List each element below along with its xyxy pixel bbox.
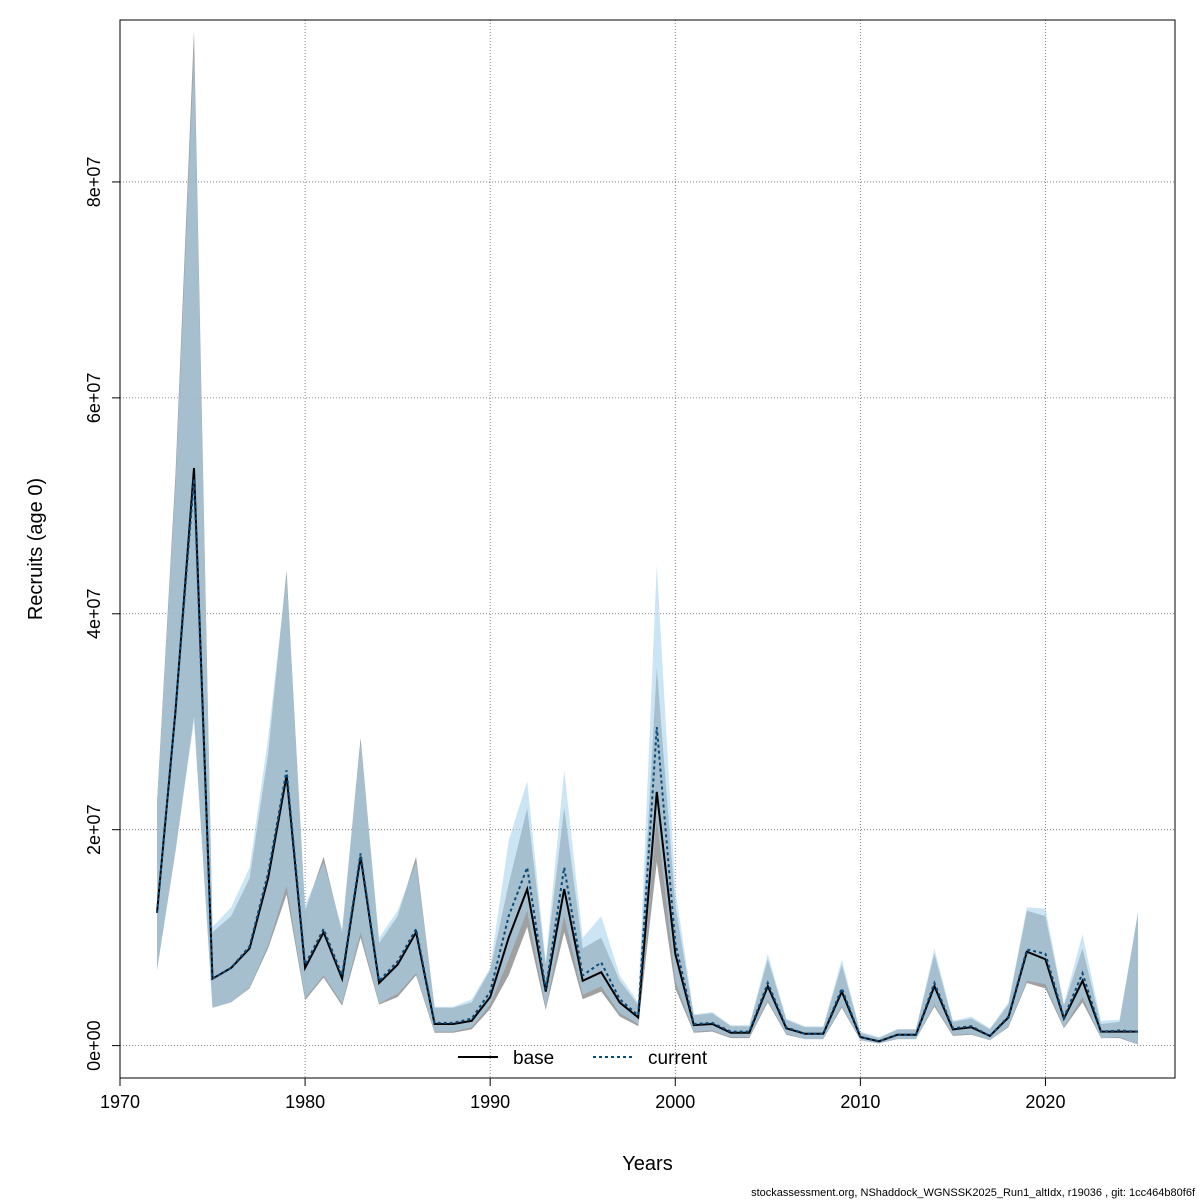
- y-axis-title: Recruits (age 0): [25, 478, 47, 620]
- y-tick-label: 4e+07: [84, 588, 104, 639]
- axes: 1970 1980 1990 2000 2010 2020 0e+00 2e+07 4e+07 6…: [84, 157, 1065, 1112]
- x-tick-label: 1990: [470, 1092, 510, 1112]
- credit-text: stockassessment.org, NShaddock_WGNSSK202…: [751, 1187, 1196, 1199]
- series-line-current: [156, 478, 1139, 1043]
- x-tick-label: 2010: [840, 1092, 880, 1112]
- y-tick-label: 8e+07: [84, 157, 104, 208]
- x-tick-label: 1970: [100, 1092, 140, 1112]
- x-axis-title: Years: [622, 1153, 672, 1175]
- y-tick-label: 0e+00: [84, 1020, 104, 1071]
- x-tick-label: 2020: [1025, 1092, 1065, 1112]
- legend-label-base: base: [513, 1048, 554, 1069]
- confidence-bands: [157, 30, 1138, 1045]
- series-lines: [156, 467, 1139, 1043]
- confidence-band-current: [157, 52, 1138, 1045]
- legend-label-current: current: [648, 1048, 708, 1069]
- y-tick-label: 2e+07: [84, 804, 104, 855]
- x-tick-label: 1980: [285, 1092, 325, 1112]
- x-tick-label: 2000: [655, 1092, 695, 1112]
- legend: base current: [458, 1048, 708, 1069]
- y-tick-label: 6e+07: [84, 373, 104, 424]
